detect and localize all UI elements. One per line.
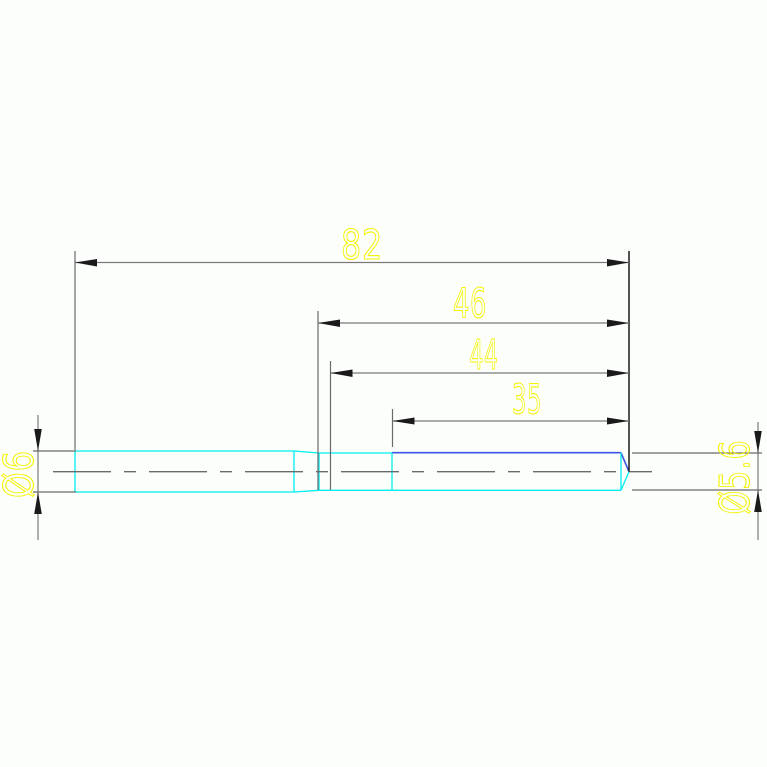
dimension-total-length[interactable]: 82: [74, 220, 630, 472]
part-top-taper: [293, 450, 320, 454]
dia56-value: Ø5.6: [711, 440, 759, 515]
dim-44-value: 44: [470, 331, 499, 379]
dim-35-arrow-left: [392, 417, 415, 425]
dia56-arrow-bottom: [754, 490, 762, 512]
dia6-arrow-top: [34, 429, 42, 451]
dim-44-arrow-left: [330, 369, 353, 377]
dim-35-value: 35: [512, 376, 542, 424]
dim-82-arrow-right: [607, 259, 629, 267]
dia6-arrow-bottom: [34, 492, 42, 514]
dimension-diameter-6[interactable]: Ø6: [0, 415, 76, 540]
dimension-35[interactable]: 35: [391, 375, 630, 448]
dimension-diameter-5-6[interactable]: Ø5.6: [632, 422, 762, 540]
dia56-arrow-top: [754, 431, 762, 453]
dim-35-arrow-right: [607, 417, 629, 425]
dia6-value: Ø6: [0, 450, 43, 498]
part-tip-chamfer-bottom: [620, 471, 630, 491]
dim-82-arrow-left: [75, 259, 97, 267]
dimension-44[interactable]: 44: [329, 330, 630, 490]
dimension-46[interactable]: 46: [317, 279, 629, 491]
dim-46-arrow-right: [607, 319, 629, 327]
dim-82-value: 82: [341, 221, 383, 269]
part-tip-chamfer-top: [620, 452, 630, 473]
dim-46-arrow-left: [318, 319, 340, 327]
part-bottom-taper: [293, 489, 320, 493]
dim-46-value: 46: [453, 280, 487, 328]
dim-44-arrow-right: [607, 369, 629, 377]
